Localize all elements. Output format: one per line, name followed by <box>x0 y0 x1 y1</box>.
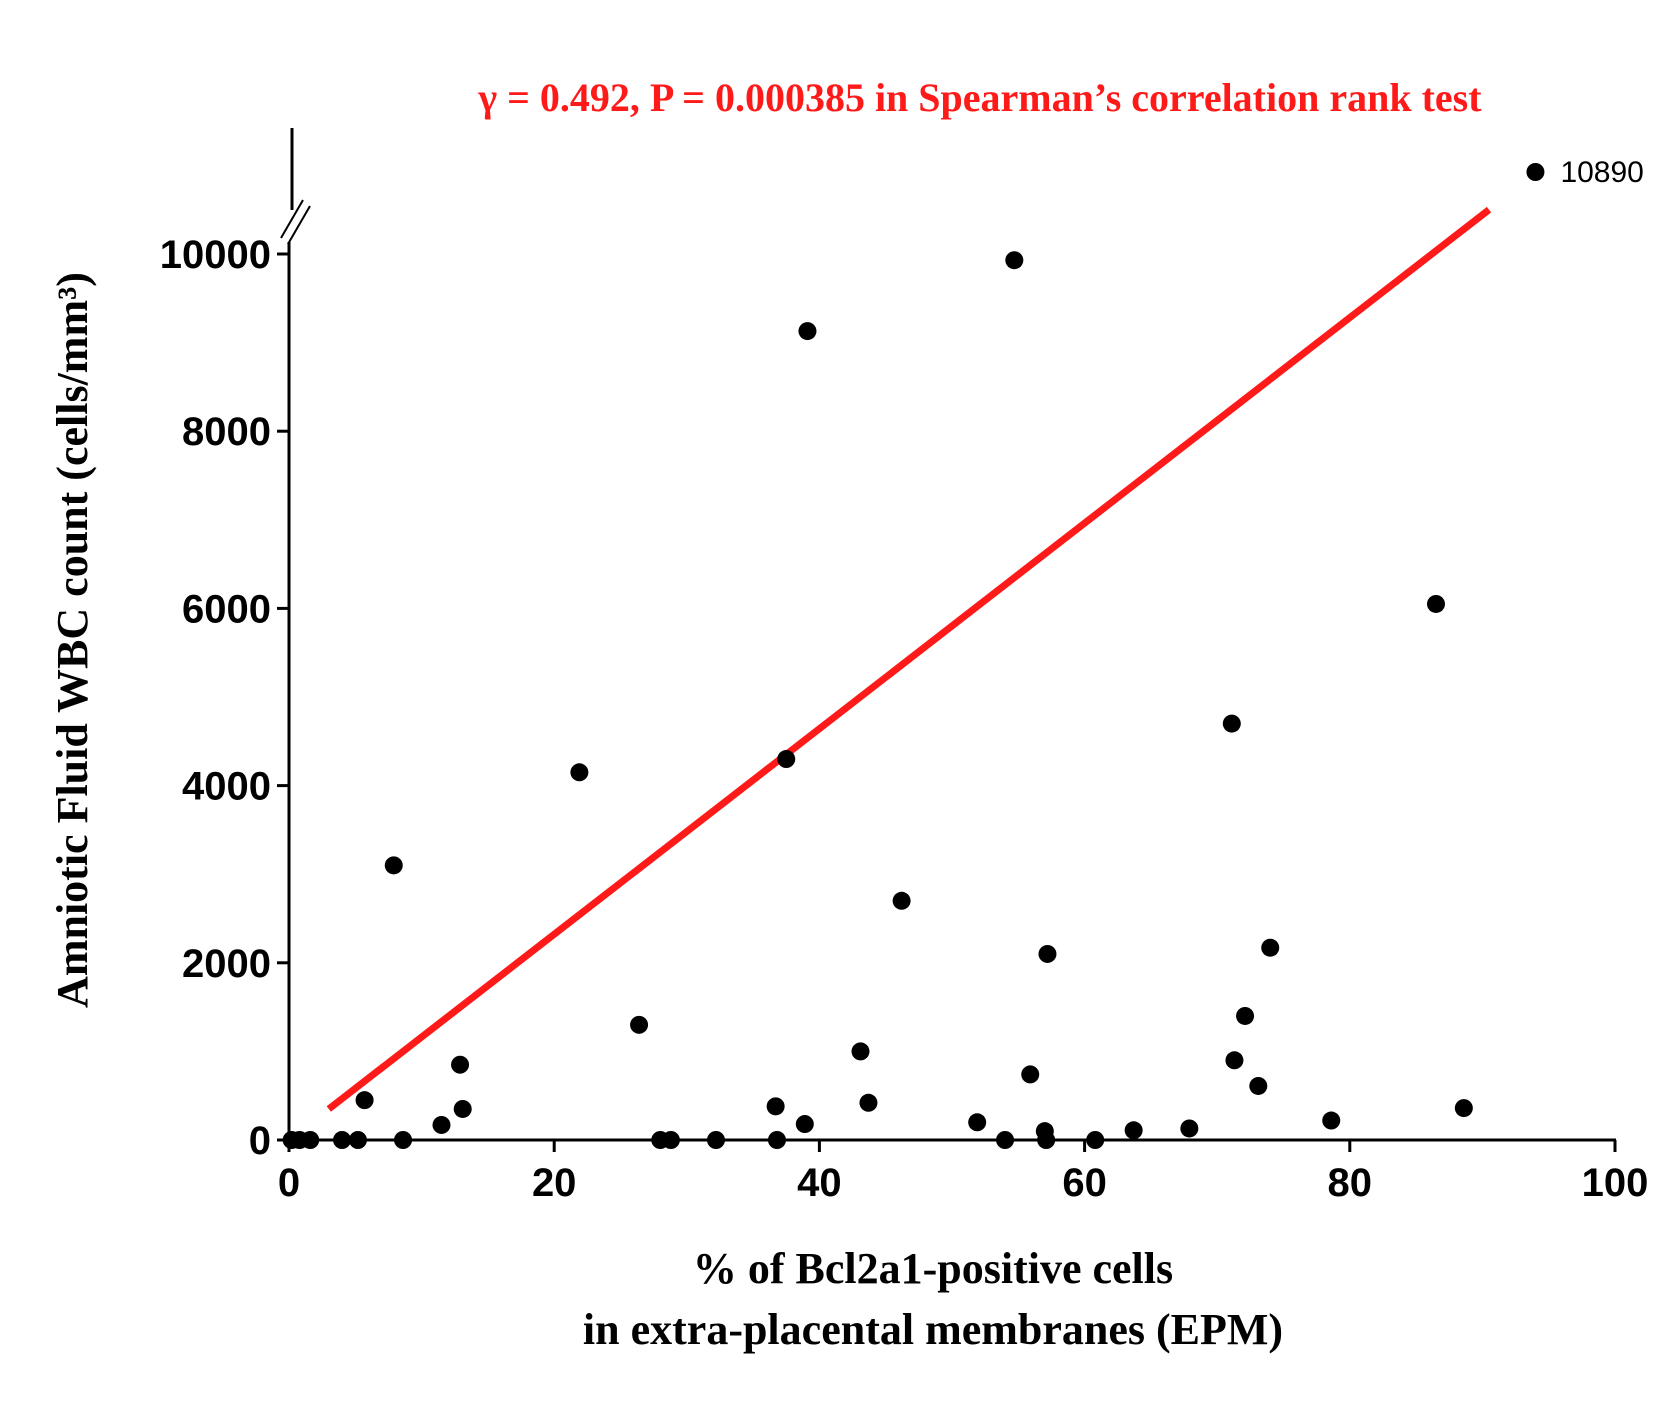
data-point <box>1038 944 1057 963</box>
data-point <box>795 1115 814 1134</box>
y-tick-label: 2000 <box>182 942 271 986</box>
data-point <box>1124 1121 1143 1140</box>
data-point <box>333 1131 352 1149</box>
x-axis-ticks: 0 20 40 60 80 100 <box>278 1140 1649 1205</box>
plot-area: 0 20 40 60 80 100 0 2000 4000 6000 8000 10000 1089… <box>160 128 1649 1205</box>
data-point <box>1222 714 1241 733</box>
y-axis-title: Amniotic Fluid WBC count (cells/mm³) <box>48 272 97 1008</box>
data-points <box>282 251 1473 1149</box>
data-point <box>355 1091 374 1110</box>
data-point <box>892 891 911 910</box>
data-point <box>451 1055 470 1074</box>
data-point <box>767 1131 786 1149</box>
data-point <box>348 1131 367 1149</box>
data-point <box>432 1115 451 1134</box>
data-point <box>630 1015 649 1034</box>
data-point <box>453 1099 472 1118</box>
data-point <box>301 1131 320 1149</box>
outlier-point <box>1526 163 1545 181</box>
data-point <box>996 1131 1015 1149</box>
data-point <box>1322 1111 1341 1130</box>
data-point <box>1086 1131 1105 1149</box>
x-tick-label: 60 <box>1062 1161 1107 1205</box>
data-point <box>851 1042 870 1061</box>
y-tick-label: 8000 <box>182 410 271 454</box>
data-point <box>1426 594 1445 613</box>
y-tick-label: 6000 <box>182 587 271 631</box>
data-point <box>766 1097 785 1116</box>
x-axis-title-line2: in extra-placental membranes (EPM) <box>583 1305 1283 1354</box>
x-axis-title-line1: % of Bcl2a1-positive cells <box>693 1244 1173 1293</box>
data-point <box>1005 251 1024 270</box>
y-axis-break <box>280 128 311 245</box>
data-point <box>859 1093 878 1112</box>
data-point <box>777 750 796 769</box>
trend-line <box>326 206 1492 1112</box>
x-tick-label: 80 <box>1328 1161 1373 1205</box>
data-point <box>1236 1006 1255 1025</box>
y-axis-ticks: 0 2000 4000 6000 8000 10000 <box>160 233 289 1163</box>
data-point <box>661 1131 680 1149</box>
y-tick-label: 0 <box>249 1119 271 1163</box>
data-point <box>968 1113 987 1132</box>
x-tick-label: 100 <box>1582 1161 1649 1205</box>
data-point <box>1261 938 1280 957</box>
y-tick-label: 4000 <box>182 765 271 809</box>
data-point <box>1037 1131 1056 1149</box>
y-tick-label: 10000 <box>160 233 271 277</box>
data-point <box>706 1131 725 1149</box>
data-point <box>1249 1076 1268 1095</box>
data-point <box>384 856 403 875</box>
x-tick-label: 0 <box>278 1161 300 1205</box>
x-tick-label: 20 <box>532 1161 577 1205</box>
data-point <box>1454 1099 1473 1118</box>
chart-title: γ = 0.492, P = 0.000385 in Spearman’s co… <box>477 75 1482 120</box>
axis-break-slash <box>280 199 304 239</box>
outlier-label: 10890 <box>1560 156 1643 189</box>
data-point <box>394 1131 413 1149</box>
data-point <box>1180 1119 1199 1138</box>
axis-break-slash <box>287 205 311 245</box>
data-point <box>570 763 589 782</box>
x-tick-label: 40 <box>797 1161 842 1205</box>
data-point <box>798 322 817 341</box>
data-point <box>1225 1051 1244 1070</box>
data-point <box>1021 1065 1040 1084</box>
